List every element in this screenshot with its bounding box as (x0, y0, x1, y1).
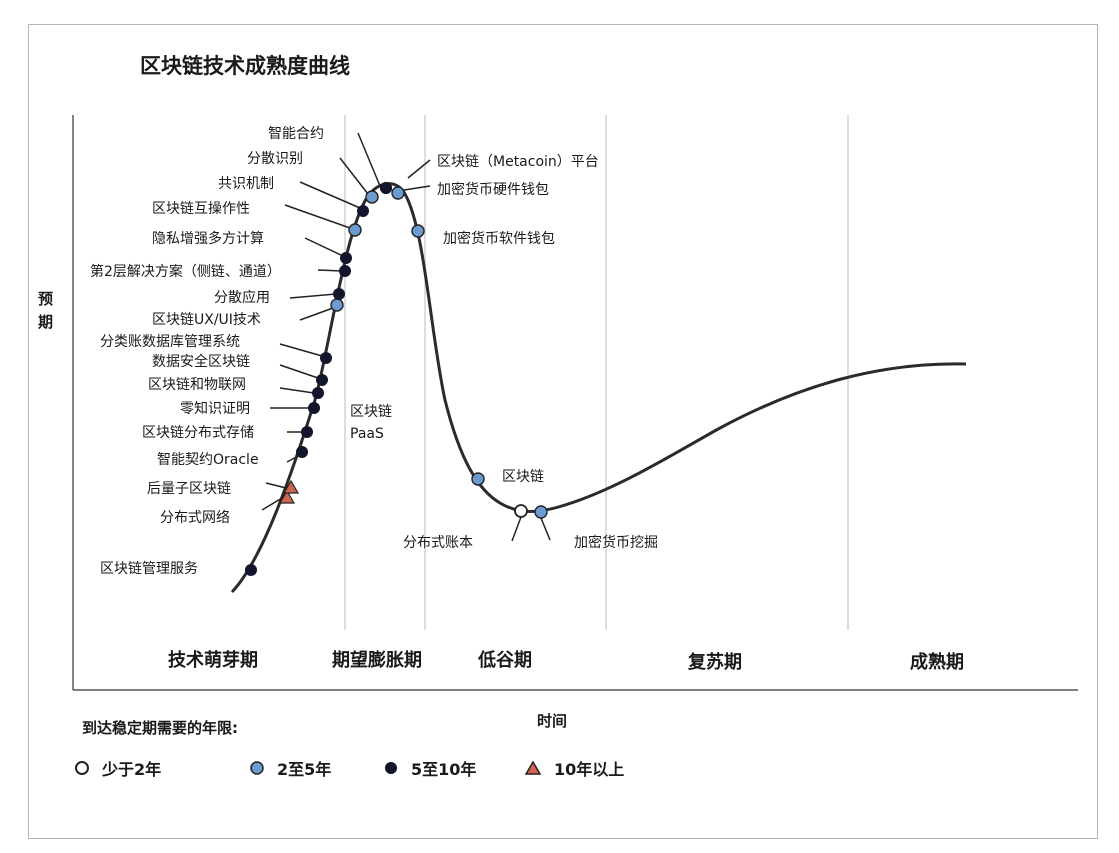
legend-label: 10年以上 (554, 760, 625, 779)
triangle-marker (282, 479, 300, 494)
tech-label: 区块链 (502, 469, 544, 485)
blue-circle-marker (365, 190, 379, 204)
leader-line (299, 181, 361, 209)
dark-circle-marker (245, 564, 257, 576)
dark-circle-marker (312, 387, 324, 399)
triangle-marker (278, 489, 296, 504)
tech-label: 分布式账本 (403, 535, 473, 551)
tech-label: 区块链互操作性 (152, 201, 250, 217)
dark-circle-marker (296, 446, 308, 458)
tech-label: 智能契约Oracle (157, 452, 259, 468)
phase-label-inflated: 期望膨胀期 (332, 649, 422, 671)
leader-line (407, 159, 431, 179)
dark-circle-marker (339, 265, 351, 277)
legend-item-2to5: 2至5年 (249, 756, 331, 780)
phase-label-trough: 低谷期 (477, 649, 532, 671)
legend-label: 5至10年 (411, 760, 477, 779)
dark-circle-marker (380, 182, 392, 194)
leader-line (357, 132, 381, 187)
blue-circle-marker (391, 186, 405, 200)
tech-label: 分散识别 (247, 151, 303, 167)
y-axis-label-2: 期 (38, 313, 53, 331)
blue-circle-marker (348, 223, 362, 237)
blue-circle-marker (330, 298, 344, 312)
dark-circle-marker (301, 426, 313, 438)
tech-label: 智能合约 (268, 126, 324, 142)
tech-label: 区块链UX/UI技术 (152, 312, 261, 328)
leader-line (540, 517, 551, 541)
phase-label-germination: 技术萌芽期 (168, 649, 258, 671)
dark-circle-marker (308, 402, 320, 414)
leader-line (403, 185, 431, 191)
leader-line (261, 497, 283, 511)
open-circle-marker (514, 504, 528, 518)
x-axis-label: 时间 (537, 712, 567, 730)
dark-circle-marker (316, 374, 328, 386)
technology-labels: 区块链管理服务 分布式网络 后量子区块链 智能契约Oracle 区块链分布式存储 零知识证… (90, 126, 658, 577)
tech-label: 分类账数据库管理系统 (100, 334, 240, 350)
markers (245, 182, 548, 576)
tech-label: PaaS (350, 426, 384, 442)
leader-line (304, 237, 344, 257)
tech-label: 区块链（Metacoin）平台 (437, 154, 599, 170)
tech-label: 后量子区块链 (147, 481, 231, 497)
phase-label-maturity: 成熟期 (910, 651, 964, 673)
tech-label: 隐私增强多方计算 (152, 230, 264, 247)
tech-label: 加密货币挖掘 (574, 534, 658, 551)
leader-line (279, 364, 319, 379)
leader-line (317, 269, 343, 272)
legend-label: 少于2年 (102, 760, 162, 779)
blue-circle-marker (471, 472, 485, 486)
open-circle-icon (75, 761, 89, 775)
tech-label: 区块链 (350, 404, 392, 420)
legend-item-5to10: 5至10年 (383, 756, 476, 780)
tech-label: 第2层解决方案（侧链、通道） (90, 263, 281, 280)
leader-line (339, 157, 369, 195)
tech-label: 区块链和物联网 (148, 377, 246, 393)
blue-circle-icon (250, 761, 264, 775)
tech-label: 分布式网络 (160, 510, 230, 526)
tech-label: 区块链管理服务 (100, 561, 198, 577)
chart-frame (28, 24, 1098, 839)
leader-line (265, 482, 287, 489)
tech-label: 共识机制 (218, 176, 274, 192)
leader-line (299, 307, 334, 321)
tech-label: 零知识证明 (180, 400, 250, 417)
tech-label: 加密货币软件钱包 (443, 230, 555, 247)
phase-label-recovery: 复苏期 (687, 651, 742, 673)
blue-circle-marker (411, 224, 425, 238)
leader-line (289, 293, 337, 299)
leader-line (279, 343, 323, 357)
dark-circle-marker (340, 252, 352, 264)
dark-circle-icon (385, 762, 397, 774)
legend-title: 到达稳定期需要的年限: (82, 719, 238, 737)
tech-label: 区块链分布式存储 (142, 425, 254, 441)
legend-label: 2至5年 (277, 760, 332, 779)
blue-circle-marker (534, 505, 548, 519)
hype-curve (230, 182, 967, 594)
leader-lines (261, 132, 551, 542)
dark-circle-marker (333, 288, 345, 300)
legend-item-lt2: 少于2年 (74, 756, 161, 780)
tech-label: 分散应用 (214, 289, 270, 306)
leader-line (511, 516, 522, 542)
tech-label: 数据安全区块链 (152, 353, 250, 370)
red-triangle-icon (524, 760, 542, 775)
y-axis-label-1: 预 (38, 290, 53, 308)
leader-line (284, 204, 351, 229)
dark-circle-marker (320, 352, 332, 364)
tech-label: 加密货币硬件钱包 (437, 181, 549, 198)
leader-line (279, 387, 315, 394)
dark-circle-marker (357, 205, 369, 217)
legend-item-gt10: 10年以上 (524, 756, 624, 780)
chart-title: 区块链技术成熟度曲线 (140, 54, 350, 78)
